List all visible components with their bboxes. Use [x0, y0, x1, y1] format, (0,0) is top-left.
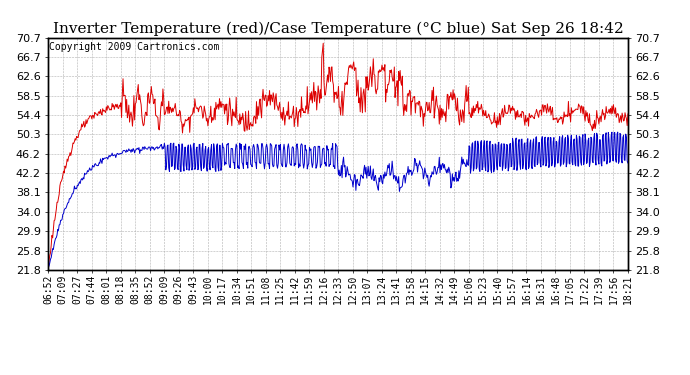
Title: Inverter Temperature (red)/Case Temperature (°C blue) Sat Sep 26 18:42: Inverter Temperature (red)/Case Temperat…	[52, 22, 624, 36]
Text: Copyright 2009 Cartronics.com: Copyright 2009 Cartronics.com	[50, 42, 220, 52]
